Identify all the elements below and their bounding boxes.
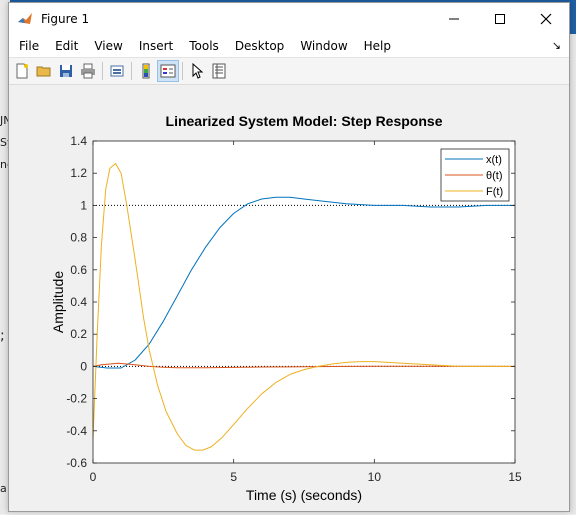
maximize-icon — [495, 14, 505, 24]
menu-tools[interactable]: Tools — [189, 39, 219, 53]
save-button[interactable] — [55, 60, 77, 82]
legend-label-2: F(t) — [486, 186, 503, 198]
series-line-1[interactable] — [92, 362, 516, 369]
menu-window[interactable]: Window — [300, 39, 348, 53]
maximize-button[interactable] — [477, 3, 523, 35]
background-app-right — [570, 34, 576, 514]
insert-colorbar-button[interactable] — [135, 60, 157, 82]
legend-label-0: x(t) — [486, 154, 502, 166]
y-tick-label: -0.4 — [66, 424, 87, 438]
menu-insert[interactable]: Insert — [138, 39, 174, 53]
toolbar-separator — [102, 62, 103, 80]
y-tick-label: 0.2 — [70, 327, 87, 341]
background-app-left — [0, 0, 10, 514]
close-icon — [540, 13, 552, 25]
y-tick-label: 0.6 — [70, 263, 87, 277]
figure-canvas[interactable]: Linearized System Model: Step Response 0… — [9, 85, 569, 511]
matlab-logo-icon — [17, 11, 33, 27]
y-axis-label: Amplitude — [50, 271, 66, 333]
insert-legend-button[interactable] — [157, 60, 179, 82]
x-tick-label: 0 — [90, 470, 97, 484]
figure-toolbar — [9, 58, 569, 85]
y-tick-label: 0.4 — [70, 295, 87, 309]
step-response-chart[interactable]: Linearized System Model: Step Response 0… — [9, 85, 569, 511]
menu-desktop[interactable]: Desktop — [234, 39, 285, 53]
y-tick-label: 0 — [80, 359, 87, 373]
x-tick-label: 5 — [230, 470, 237, 484]
new-figure-icon — [16, 63, 28, 79]
save-icon — [60, 65, 72, 77]
figure-window: Figure 1 File Edit View Insert Tools Des… — [8, 2, 570, 512]
x-tick-label: 15 — [508, 470, 522, 484]
y-tick-label: 1.2 — [70, 166, 87, 180]
menu-bar: File Edit View Insert Tools Desktop Wind… — [9, 35, 569, 58]
close-button[interactable] — [523, 3, 569, 35]
link-plot-button[interactable] — [106, 60, 128, 82]
insert-colorbar-icon — [142, 63, 150, 79]
minimize-icon — [449, 18, 459, 20]
y-tick-label: 1.4 — [70, 134, 87, 148]
print-button[interactable] — [77, 60, 99, 82]
edit-plot-button[interactable] — [186, 60, 208, 82]
link-plot-icon — [110, 65, 124, 77]
menu-file[interactable]: File — [19, 39, 40, 53]
property-inspector-icon — [212, 63, 226, 79]
menu-edit[interactable]: Edit — [55, 39, 79, 53]
new-figure-button[interactable] — [11, 60, 33, 82]
series-line-0[interactable] — [92, 196, 515, 369]
series-line-2[interactable] — [92, 163, 515, 451]
property-inspector-button[interactable] — [208, 60, 230, 82]
chart-title: Linearized System Model: Step Response — [166, 113, 443, 129]
background-fragment: JN — [0, 114, 12, 127]
open-button[interactable] — [33, 60, 55, 82]
y-tick-label: -0.2 — [66, 392, 87, 406]
menu-view[interactable]: View — [94, 39, 123, 53]
background-fragment: a — [0, 482, 7, 495]
open-folder-icon — [36, 66, 51, 77]
pointer-icon — [192, 63, 204, 79]
legend[interactable]: x(t) θ(t) F(t) — [440, 148, 510, 202]
toolbar-separator — [182, 62, 183, 80]
background-fragment: ; — [0, 328, 5, 344]
insert-legend-icon — [160, 64, 176, 78]
x-axis-label: Time (s) (seconds) — [246, 487, 362, 503]
print-icon — [81, 63, 95, 79]
y-tick-label: -0.6 — [66, 456, 87, 470]
menu-help[interactable]: Help — [363, 39, 391, 53]
y-tick-label: 0.8 — [70, 231, 87, 245]
title-bar[interactable]: Figure 1 — [9, 3, 569, 35]
toolbar-separator — [131, 62, 132, 80]
legend-label-1: θ(t) — [486, 170, 503, 182]
y-tick-label: 1 — [80, 198, 87, 212]
window-title: Figure 1 — [41, 12, 90, 26]
dock-arrow-icon[interactable]: ↘ — [551, 39, 561, 52]
minimize-button[interactable] — [431, 3, 477, 35]
x-tick-label: 10 — [368, 470, 382, 484]
